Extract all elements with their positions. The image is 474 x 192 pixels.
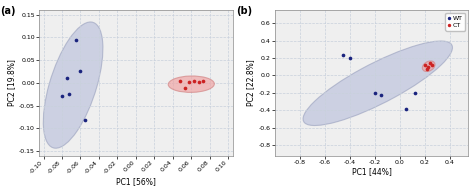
Point	[421, 63, 428, 66]
Ellipse shape	[422, 61, 435, 72]
Point	[82, 119, 89, 122]
Point	[195, 81, 202, 84]
Point	[190, 79, 198, 82]
Point	[58, 95, 66, 98]
Point	[186, 80, 193, 84]
Point	[426, 62, 433, 65]
X-axis label: PC1 [56%]: PC1 [56%]	[116, 177, 156, 186]
Point	[411, 91, 419, 94]
Legend: WT, CT: WT, CT	[445, 13, 465, 31]
Point	[72, 38, 80, 41]
Point	[377, 93, 385, 96]
Point	[200, 80, 207, 83]
Point	[63, 77, 71, 80]
Point	[428, 63, 436, 66]
Point	[425, 65, 432, 68]
Ellipse shape	[303, 41, 453, 126]
Text: (a): (a)	[0, 6, 16, 16]
Y-axis label: PC2 [19.8%]: PC2 [19.8%]	[7, 59, 16, 106]
Point	[402, 107, 410, 110]
Point	[423, 68, 431, 71]
Point	[176, 80, 184, 83]
Point	[339, 54, 347, 57]
Point	[371, 91, 378, 94]
Y-axis label: PC2 [22.8%]: PC2 [22.8%]	[246, 60, 255, 106]
X-axis label: PC1 [44%]: PC1 [44%]	[352, 168, 392, 177]
Point	[181, 87, 189, 90]
Point	[77, 70, 84, 73]
Point	[346, 56, 354, 60]
Ellipse shape	[168, 76, 214, 92]
Point	[65, 93, 73, 96]
Ellipse shape	[43, 22, 103, 148]
Text: (b): (b)	[236, 6, 252, 16]
